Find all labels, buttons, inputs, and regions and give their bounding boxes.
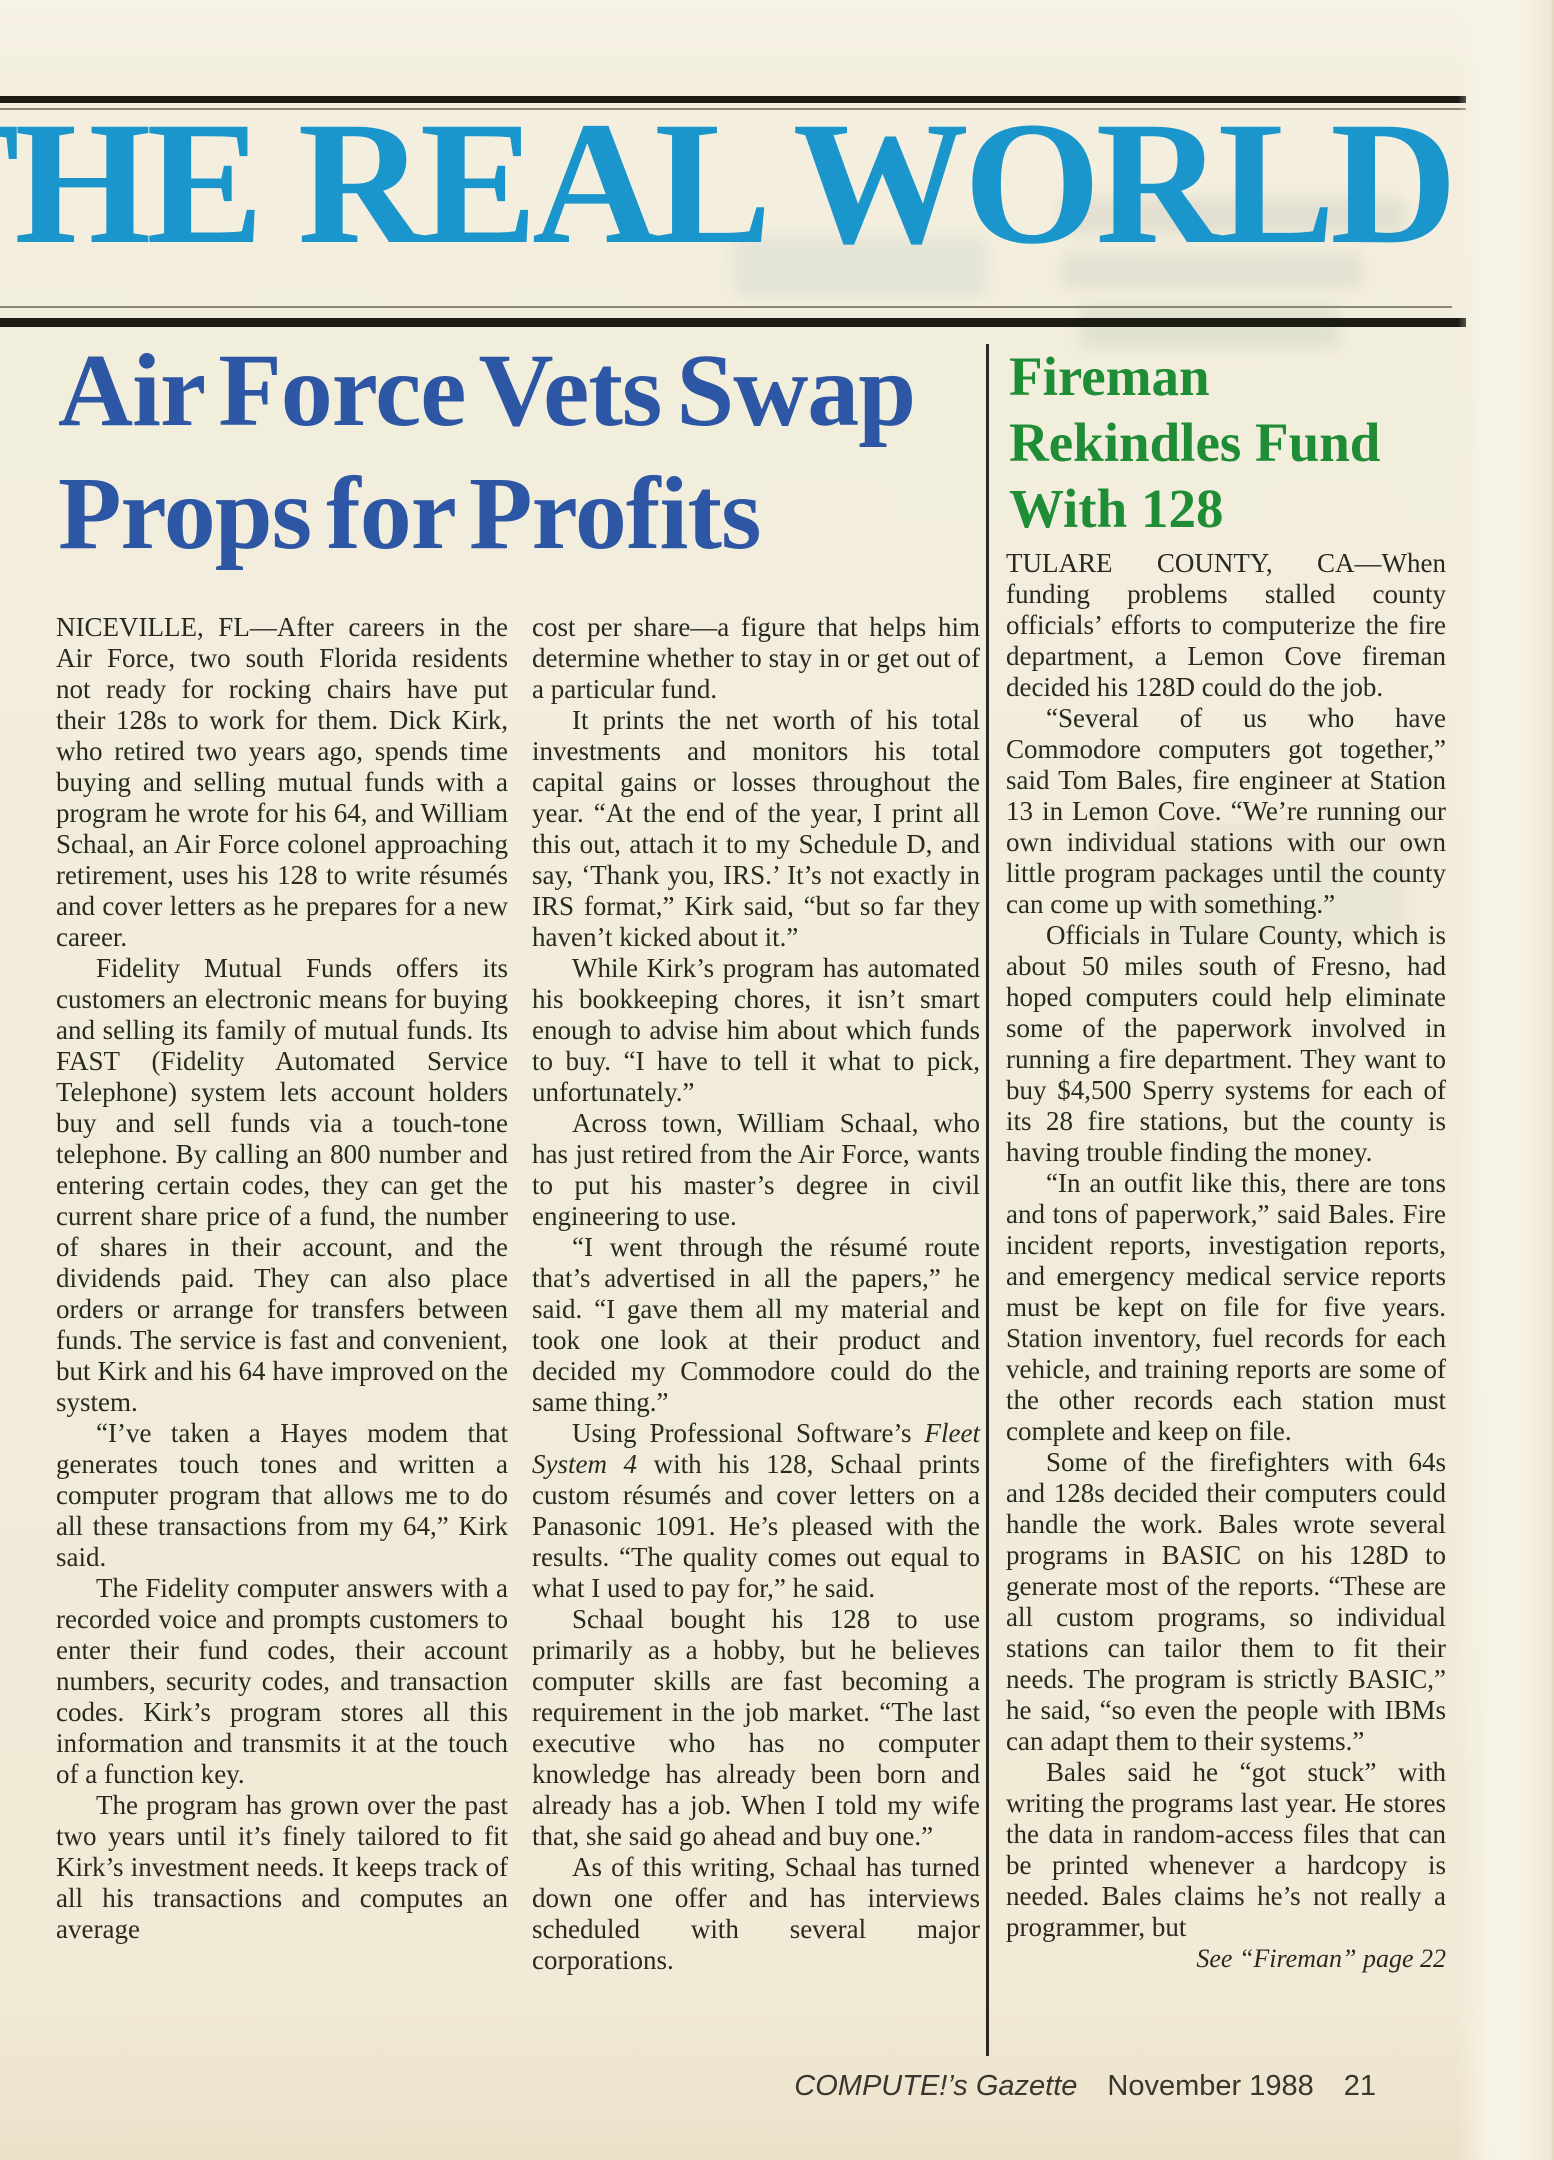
page-footer: COMPUTE!’s Gazette November 1988 21 xyxy=(794,2070,1376,2103)
article-title-line1: Air Force Vets Swap xyxy=(58,333,916,448)
article-paragraph: cost per share—a figure that helps him d… xyxy=(532,612,980,704)
article-paragraph: It prints the net worth of his total inv… xyxy=(532,705,980,952)
article-paragraph: “In an outfit like this, there are tons … xyxy=(1006,1168,1446,1446)
magazine-name: COMPUTE!’s Gazette xyxy=(794,2070,1078,2102)
article-paragraph: Officials in Tulare County, which is abo… xyxy=(1006,920,1446,1167)
article-paragraph: Across town, William Schaal, who has jus… xyxy=(532,1108,980,1231)
article-paragraph: Some of the firefighters with 64s and 12… xyxy=(1006,1447,1446,1756)
article-paragraph: Using Professional Software’s Fleet Syst… xyxy=(532,1418,980,1604)
page-number: 21 xyxy=(1343,2070,1376,2102)
side-article-title: Fireman Rekindles Fund With 128 xyxy=(1009,344,1459,542)
issue-date: November 1988 xyxy=(1107,2070,1314,2102)
side-title-line2: Rekindles Fund xyxy=(1009,412,1381,473)
article-paragraph: “Several of us who have Commodore comput… xyxy=(1006,703,1446,919)
article-paragraph: TULARE COUNTY, CA—When funding problems … xyxy=(1006,548,1446,702)
article-title: Air Force Vets Swap Props for Profits xyxy=(58,330,998,575)
masthead-rule-thick xyxy=(0,318,1466,327)
paper-edge xyxy=(1458,0,1554,2160)
masthead-banner: THE REAL WORLD xyxy=(0,110,1466,322)
product-name-italic: Fleet System 4 xyxy=(532,1418,980,1479)
article-paragraph: Bales said he “got stuck” with writing t… xyxy=(1006,1757,1446,1942)
article-paragraph: While Kirk’s program has automated his b… xyxy=(532,953,980,1107)
side-title-line3: With 128 xyxy=(1009,478,1224,539)
article-paragraph: Schaal bought his 128 to use primarily a… xyxy=(532,1604,980,1851)
article-column-1: NICEVILLE, FL—After careers in the Air F… xyxy=(56,612,508,1945)
masthead-rule-thin xyxy=(0,306,1452,308)
side-article-column: TULARE COUNTY, CA—When funding problems … xyxy=(1006,548,1446,1974)
masthead-title: THE REAL WORLD xyxy=(0,110,1457,281)
paragraph-text: Using Professional Software’s xyxy=(572,1418,925,1448)
top-rule-thick xyxy=(0,96,1466,103)
article-paragraph: The program has grown over the past two … xyxy=(56,1790,508,1944)
paragraph-text: with his 128, Schaal prints custom résum… xyxy=(532,1449,980,1603)
article-paragraph: The Fidelity computer answers with a rec… xyxy=(56,1573,508,1789)
side-title-line1: Fireman xyxy=(1009,346,1210,407)
column-divider xyxy=(986,344,989,2056)
article-paragraph: Fidelity Mutual Funds offers its custome… xyxy=(56,953,508,1417)
article-column-2: cost per share—a figure that helps him d… xyxy=(532,612,980,1976)
article-title-line2: Props for Profits xyxy=(58,455,761,571)
article-paragraph: “I’ve taken a Hayes modem that generates… xyxy=(56,1418,508,1572)
article-paragraph: “I went through the résumé route that’s … xyxy=(532,1232,980,1417)
continuation-note: See “Fireman” page 22 xyxy=(1196,1944,1446,1973)
article-paragraph: As of this writing, Schaal has turned do… xyxy=(532,1852,980,1975)
article-paragraph: NICEVILLE, FL—After careers in the Air F… xyxy=(56,612,508,952)
top-rule-thin xyxy=(0,108,1466,110)
